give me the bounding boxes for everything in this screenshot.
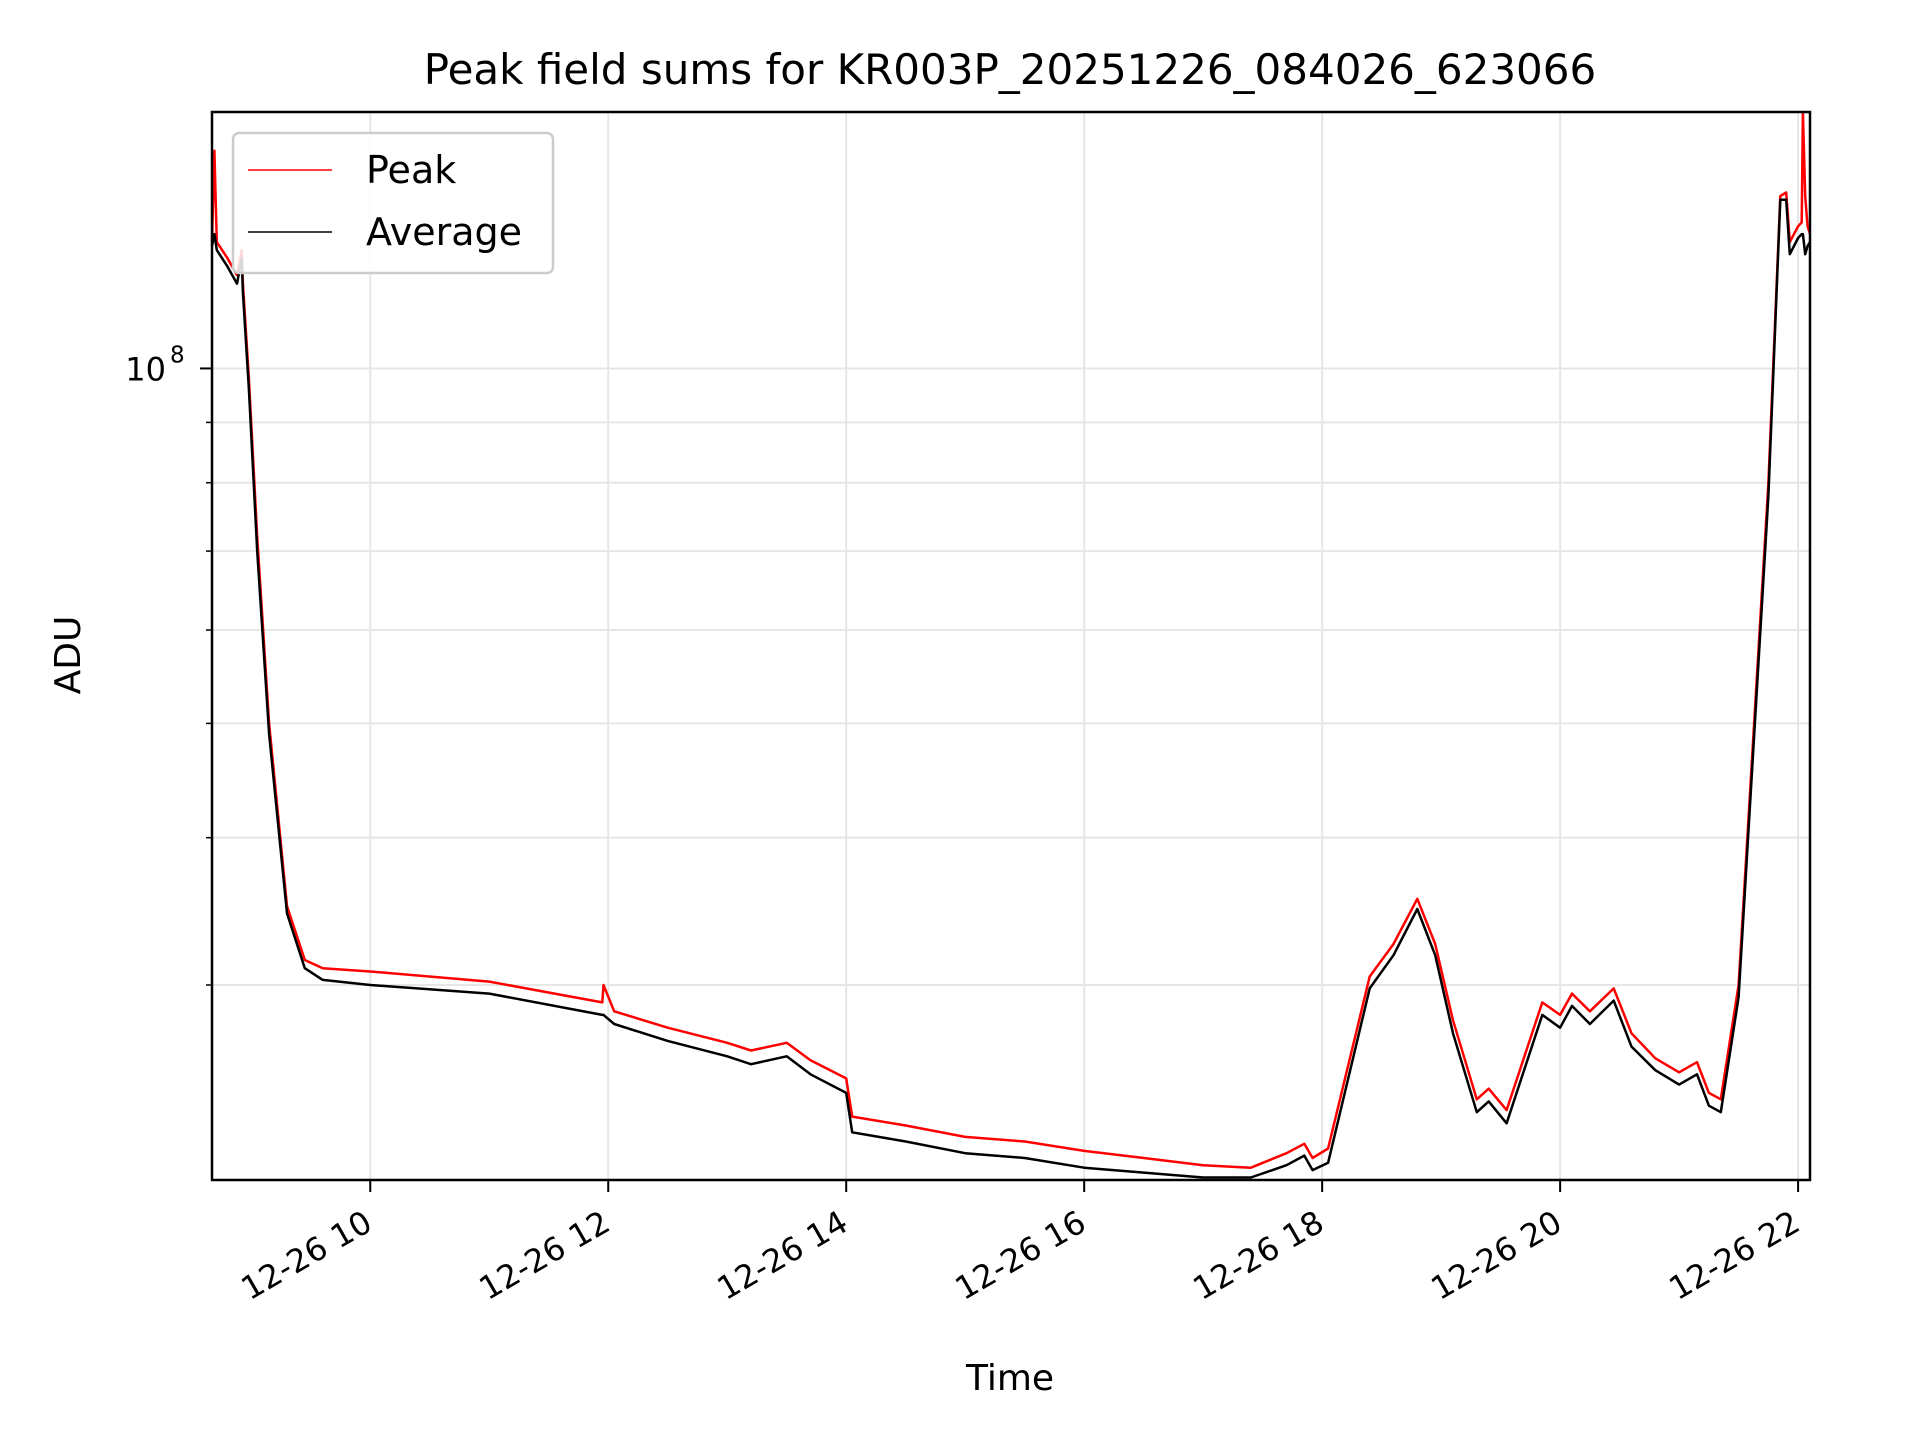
chart-title: Peak field sums for KR003P_20251226_0840… — [424, 45, 1596, 94]
series-layer — [210, 110, 1812, 1179]
x-tick-label: 12-26 18 — [1187, 1203, 1331, 1308]
y-tick-label-exponent: 8 — [170, 342, 185, 368]
y-tick-label-base: 10 — [125, 350, 166, 388]
x-ticks: 12-26 10 12-26 12 12-26 14 12-26 16 12-26 18… — [235, 1180, 1806, 1308]
legend-peak-label: Peak — [366, 148, 456, 192]
y-major-tick: 10 8 — [125, 342, 212, 388]
legend-box — [231, 131, 555, 275]
plot-frame — [210, 110, 1812, 1182]
y-axis-label: ADU — [48, 616, 89, 695]
x-axis-label: Time — [965, 1358, 1054, 1399]
series-line-average — [210, 198, 1812, 1179]
grid — [212, 112, 1810, 1180]
x-tick-label: 12-26 16 — [949, 1203, 1093, 1308]
y-minor-ticks — [206, 421, 212, 986]
x-tick-label: 12-26 12 — [473, 1203, 617, 1308]
legend-average-label: Average — [366, 210, 522, 254]
x-tick-label: 12-26 22 — [1663, 1203, 1807, 1308]
x-tick-label: 12-26 20 — [1425, 1203, 1569, 1308]
series-line-peak — [210, 110, 1812, 1169]
x-tick-label: 12-26 10 — [235, 1203, 379, 1308]
x-tick-label: 12-26 14 — [711, 1203, 855, 1308]
legend: Peak Average — [231, 131, 555, 275]
